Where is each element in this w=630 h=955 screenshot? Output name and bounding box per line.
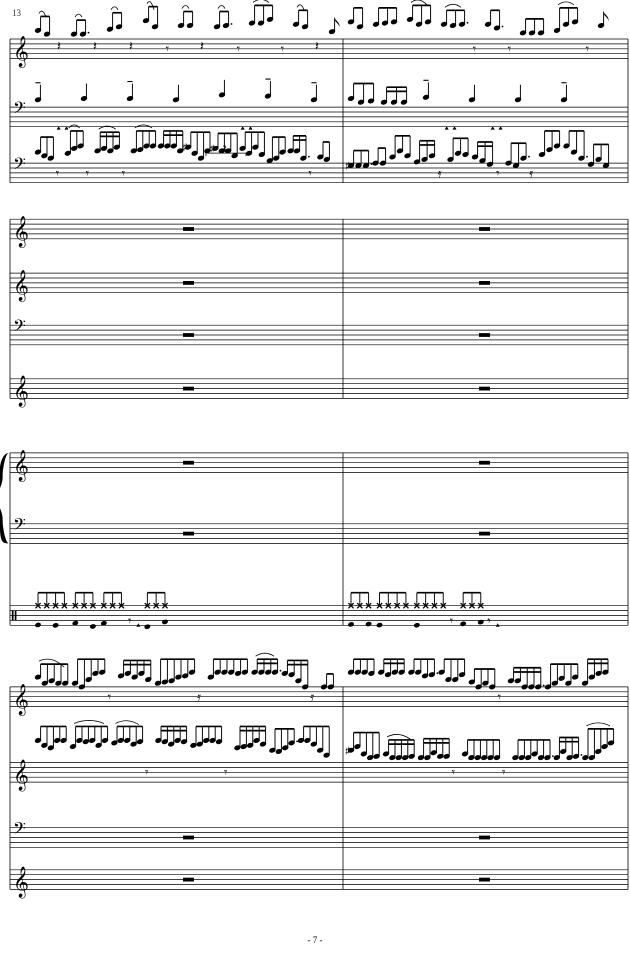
svg-text:𝄽: 𝄽 [315, 38, 319, 53]
svg-text:𝄾: 𝄾 [508, 41, 512, 56]
svg-text:𝄾: 𝄾 [237, 41, 241, 56]
svg-text:𝄾: 𝄾 [487, 613, 491, 628]
svg-text:𝄢: 𝄢 [13, 99, 26, 121]
svg-text:𝄾: 𝄾 [56, 165, 60, 180]
svg-text:𝄾: 𝄾 [122, 165, 126, 180]
svg-text:𝄾: 𝄾 [473, 41, 477, 56]
svg-text:𝄞: 𝄞 [13, 866, 29, 899]
svg-text:𝄢: 𝄢 [13, 820, 26, 842]
svg-text:𝄾: 𝄾 [308, 165, 312, 180]
svg-text:𝄢: 𝄢 [13, 516, 26, 538]
svg-text:𝄽: 𝄽 [93, 38, 97, 53]
svg-text:𝄞: 𝄞 [13, 35, 29, 68]
svg-text:𝄞: 𝄞 [13, 449, 29, 482]
svg-text:𝄢: 𝄢 [13, 155, 26, 177]
svg-text:𝄽: 𝄽 [57, 38, 61, 53]
svg-text:13: 13 [12, 8, 22, 18]
svg-text:𝄾: 𝄾 [586, 41, 590, 56]
svg-text:𝄿: 𝄿 [529, 165, 533, 180]
svg-text:𝄿: 𝄿 [310, 689, 314, 704]
svg-text:𝄾: 𝄾 [450, 613, 454, 628]
svg-text:- 7 -: - 7 - [308, 935, 323, 945]
svg-text:𝄾: 𝄾 [86, 165, 90, 180]
svg-text:𝄽: 𝄽 [200, 38, 204, 53]
svg-text:𝄾: 𝄾 [108, 689, 112, 704]
svg-text:𝄾: 𝄾 [496, 165, 500, 180]
svg-text:𝄾: 𝄾 [128, 613, 132, 628]
svg-text:𝄿: 𝄿 [197, 689, 201, 704]
svg-text:𝄞: 𝄞 [13, 758, 29, 791]
svg-text:𝄿: 𝄿 [438, 165, 442, 180]
svg-text:𝄽: 𝄽 [129, 38, 133, 53]
svg-text:𝄞: 𝄞 [13, 375, 29, 408]
svg-text:𝄾: 𝄾 [224, 765, 228, 780]
svg-text:𝄢: 𝄢 [13, 318, 26, 340]
svg-text:𝄞: 𝄞 [13, 683, 29, 716]
svg-text:𝄞: 𝄞 [13, 269, 29, 302]
svg-text:𝄾: 𝄾 [145, 765, 149, 780]
svg-text:𝄞: 𝄞 [13, 215, 29, 248]
svg-text:𝄾: 𝄾 [498, 689, 502, 704]
svg-text:𝄾: 𝄾 [166, 41, 170, 56]
svg-text:𝄾: 𝄾 [452, 765, 456, 780]
svg-text:𝄾: 𝄾 [281, 41, 285, 56]
svg-text:𝄾: 𝄾 [502, 765, 506, 780]
